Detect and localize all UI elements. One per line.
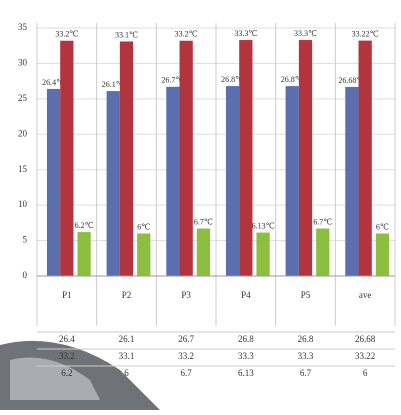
device-photo-highlight	[10, 357, 100, 400]
value-label: 6.7℃	[194, 217, 213, 226]
table-cell: 33.22	[355, 351, 375, 361]
value-label: 33.1℃	[115, 30, 138, 39]
value-label: 6.13℃	[252, 221, 275, 230]
bar	[119, 41, 134, 276]
value-label: 26.8℃	[281, 75, 304, 84]
bar	[46, 88, 61, 277]
bar	[225, 86, 240, 276]
table-cell: 6.13	[238, 368, 254, 378]
y-tick-label: 0	[23, 270, 28, 280]
table-cell: 6	[363, 368, 368, 378]
table-cell: 26.4	[59, 334, 75, 344]
value-label: 33.3℃	[234, 29, 257, 38]
y-tick-label: 20	[18, 128, 28, 138]
table-cell: 26.8	[238, 334, 254, 344]
bar	[60, 40, 74, 276]
value-label: 6℃	[137, 222, 150, 231]
value-label: 26.68℃	[338, 76, 365, 85]
bar	[106, 91, 120, 276]
value-label: 33.2℃	[175, 30, 198, 39]
value-label: 26.8℃	[221, 75, 244, 84]
table-cell: 26.1	[119, 334, 135, 344]
value-label: 33.22℃	[352, 29, 379, 38]
y-tick-label: 5	[23, 235, 28, 245]
y-tick-label: 10	[18, 199, 28, 209]
x-tick-label: P2	[122, 290, 132, 300]
table-cell: 33.3	[238, 351, 254, 361]
table-cell: 33.2	[178, 351, 194, 361]
bar	[316, 228, 330, 276]
table-cell: 6.7	[300, 368, 312, 378]
value-label: 26.7℃	[161, 76, 184, 85]
table-cell: 26.8	[298, 334, 314, 344]
value-label: 26.1℃	[102, 80, 125, 89]
y-tick-label: 25	[18, 93, 28, 103]
x-tick-label: ave	[359, 290, 372, 300]
bar	[239, 40, 253, 276]
x-tick-label: P1	[62, 290, 72, 300]
value-label: 26.4℃	[42, 78, 65, 87]
y-tick-label: 35	[18, 22, 28, 32]
y-tick-label: 30	[18, 57, 28, 67]
bar	[298, 40, 313, 276]
x-tick-label: P4	[241, 290, 251, 300]
bar	[256, 232, 270, 276]
value-label: 33.2℃	[55, 30, 78, 39]
x-tick-label: P3	[181, 290, 191, 300]
x-tick-label: P5	[301, 290, 311, 300]
bar	[375, 233, 390, 276]
table-cell: 26.68	[355, 334, 376, 344]
bar	[345, 86, 359, 276]
table-cell: 6	[124, 368, 129, 378]
bar	[285, 86, 299, 276]
bar	[137, 233, 151, 276]
table-cell: 26.7	[178, 334, 194, 344]
bar	[179, 40, 193, 276]
value-label: 6.7℃	[313, 217, 332, 226]
value-label: 33.3℃	[294, 29, 317, 38]
table-cell: 33.3	[298, 351, 314, 361]
table-cell: 6.2	[61, 368, 72, 378]
bar	[77, 232, 91, 276]
value-label: 6.2℃	[75, 221, 94, 230]
table-cell: 6.7	[181, 368, 193, 378]
y-tick-label: 15	[18, 164, 28, 174]
table-cell: 33.1	[119, 351, 135, 361]
value-label: 6℃	[376, 222, 389, 231]
bar	[166, 86, 180, 276]
bar	[196, 228, 211, 276]
bar	[358, 40, 372, 276]
table-cell: 33.2	[59, 351, 75, 361]
